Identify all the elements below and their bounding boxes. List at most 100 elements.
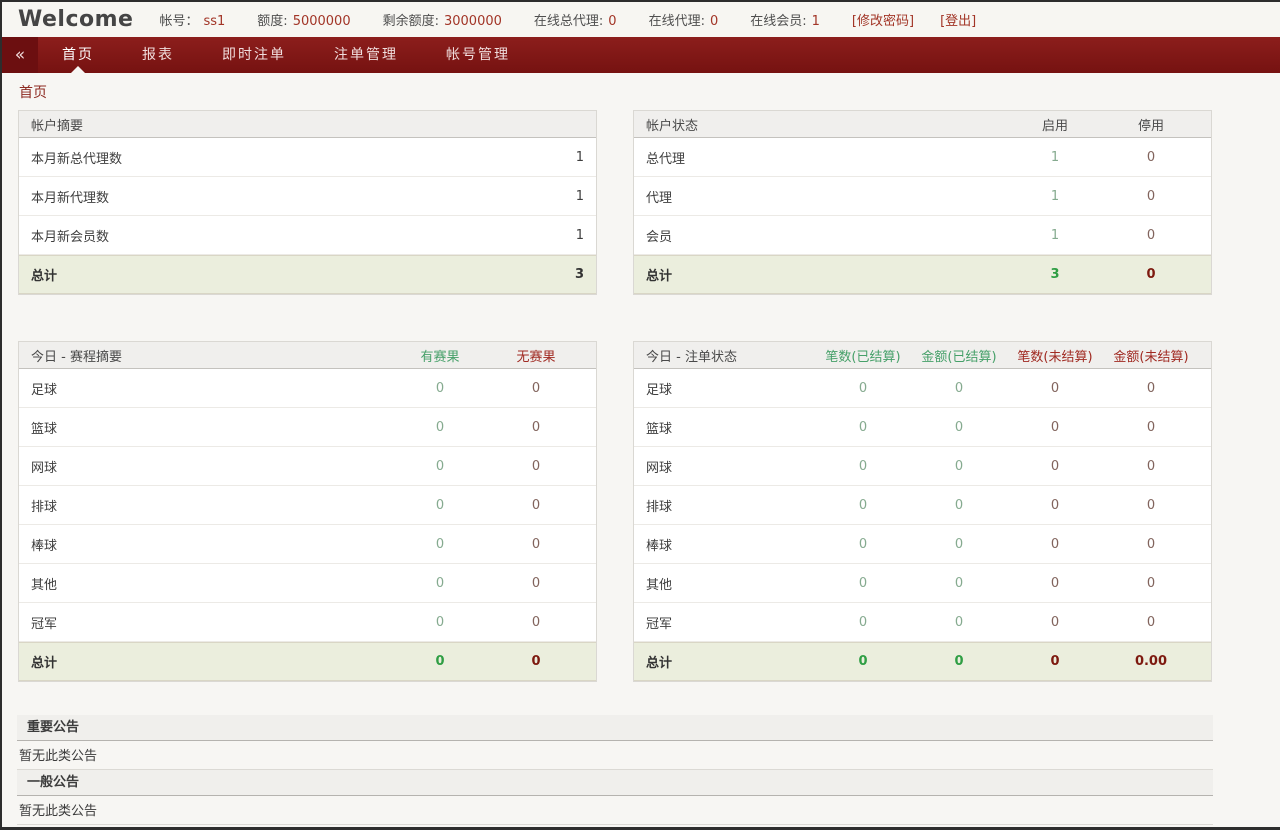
row-value: 0 [1050,497,1060,513]
main-nav: « 首页 报表 即时注单 注单管理 帐号管理 [2,37,1280,73]
table-row: 足球 0 0 [19,369,596,408]
panel-header: 帐户状态 启用 停用 [634,111,1211,138]
row-value: 0 [1146,575,1156,591]
column-header: 金额(已结算) [921,349,997,365]
table-total-row: 总计 0 0 [19,642,596,681]
row-value: 0 [1050,614,1060,630]
column-header: 笔数(未结算) [1017,349,1093,365]
row-value: 0 [1146,188,1156,204]
row-label: 篮球 [31,421,58,437]
table-row: 网球 0 0 0 0 [634,447,1211,486]
table-row: 代理 1 0 [634,177,1211,216]
topbar-stat-online-agent: 在线代理: 0 [649,10,719,29]
row-value: 0 [531,536,541,552]
row-value: 0 [531,419,541,435]
panel-header: 今日 - 赛程摘要 有赛果 无赛果 [19,342,596,369]
topbar-stat-credit: 额度: 5000000 [257,10,350,29]
row-label: 足球 [646,382,673,398]
panel-ticket-status: 今日 - 注单状态 笔数(已结算) 金额(已结算) 笔数(未结算) 金额(未结算) 足球 0… [633,341,1212,682]
total-value: 0 [858,654,868,669]
topbar-stat-label: 在线会员: [750,14,807,29]
row-value: 1 [1050,188,1060,204]
topbar-stat-value: 5000000 [292,14,351,29]
row-value: 0 [858,419,868,435]
row-label: 足球 [31,382,58,398]
row-value: 0 [1146,149,1156,165]
panel-account-status: 帐户状态 启用 停用 总代理 1 0 代理 1 0 会员 1 0 总计 3 0 [633,110,1212,295]
table-row: 网球 0 0 [19,447,596,486]
row-value: 1 [575,188,584,204]
total-label: 总计 [646,269,673,284]
column-header: 有赛果 [420,349,460,365]
panel-header: 帐户摘要 [19,111,596,138]
collapse-sidebar-button[interactable]: « [2,37,38,73]
table-row: 足球 0 0 0 0 [634,369,1211,408]
announcement-header-important: 重要公告 [17,715,1213,741]
table-row: 本月新会员数 1 [19,216,596,255]
app-title: Welcome [18,7,134,32]
row-value: 0 [435,419,445,435]
nav-tab-bet-management[interactable]: 注单管理 [334,47,398,63]
topbar-stats: 帐号： ss1 额度: 5000000 剩余额度: 3000000 在线总代理: 0 在线代理:… [159,10,851,29]
row-value: 0 [954,419,964,435]
topbar: Welcome 帐号： ss1 额度: 5000000 剩余额度: 3000000 在线总代… [2,2,1280,37]
nav-tab-account-management[interactable]: 帐号管理 [446,47,510,63]
row-value: 0 [531,575,541,591]
row-value: 0 [1146,227,1156,243]
nav-tab-live-bets[interactable]: 即时注单 [222,47,286,63]
row-label: 网球 [646,460,673,476]
panels-row-bottom: 今日 - 赛程摘要 有赛果 无赛果 足球 0 0 篮球 0 0 网球 0 0 排球 0 0 棒球 0 0 其他 0 0 冠… [2,341,1280,682]
topbar-stat-online-super-agent: 在线总代理: 0 [534,10,617,29]
total-value: 0 [435,654,445,669]
topbar-stat-label: 帐号： [159,14,199,29]
row-label: 棒球 [31,538,58,554]
row-value: 0 [435,536,445,552]
table-row: 冠军 0 0 0 0 [634,603,1211,642]
table-total-row: 总计 0 0 0 0.00 [634,642,1211,681]
topbar-stat-remaining-credit: 剩余额度: 3000000 [383,10,502,29]
nav-tab-home[interactable]: 首页 [38,37,118,73]
row-label: 会员 [646,229,673,245]
row-value: 0 [954,458,964,474]
topbar-stat-value: 3000000 [443,14,502,29]
column-header: 停用 [1137,118,1164,134]
announcement-body-important: 暂无此类公告 [17,741,1213,770]
nav-tabs: 首页 报表 即时注单 注单管理 帐号管理 [38,37,534,73]
row-label: 本月新总代理数 [31,151,123,167]
nav-tab-reports[interactable]: 报表 [142,47,174,63]
row-label: 总代理 [646,151,686,167]
row-label: 其他 [31,577,58,593]
row-value: 0 [531,497,541,513]
panel-title: 帐户状态 [646,118,699,134]
topbar-stat-account: 帐号： ss1 [159,10,225,29]
topbar-stat-label: 剩余额度: [382,14,439,29]
row-value: 1 [1050,227,1060,243]
row-value: 0 [954,380,964,396]
panel-title: 今日 - 赛程摘要 [31,349,122,365]
row-value: 0 [858,614,868,630]
row-label: 冠军 [31,616,58,632]
logout-link[interactable]: [登出] [940,14,977,29]
topbar-stat-value: ss1 [203,14,226,29]
row-value: 0 [1146,419,1156,435]
row-label: 本月新会员数 [31,229,110,245]
total-label: 总计 [31,656,58,671]
change-password-link[interactable]: [修改密码] [851,14,915,29]
panels-row-top: 帐户摘要 本月新总代理数 1 本月新代理数 1 本月新会员数 1 总计 3 帐户状态 启用 停用 总代… [2,110,1280,295]
table-row: 总代理 1 0 [634,138,1211,177]
row-value: 0 [435,575,445,591]
table-row: 其他 0 0 [19,564,596,603]
row-value: 0 [1050,458,1060,474]
table-row: 冠军 0 0 [19,603,596,642]
row-value: 0 [954,614,964,630]
total-value: 0 [531,654,541,669]
total-label: 总计 [646,656,673,671]
table-row: 篮球 0 0 [19,408,596,447]
panel-title: 今日 - 注单状态 [646,349,737,365]
total-value: 3 [574,267,584,282]
topbar-stat-value: 1 [811,14,820,29]
row-value: 0 [435,614,445,630]
table-row: 排球 0 0 0 0 [634,486,1211,525]
row-value: 0 [858,380,868,396]
row-value: 0 [1146,380,1156,396]
